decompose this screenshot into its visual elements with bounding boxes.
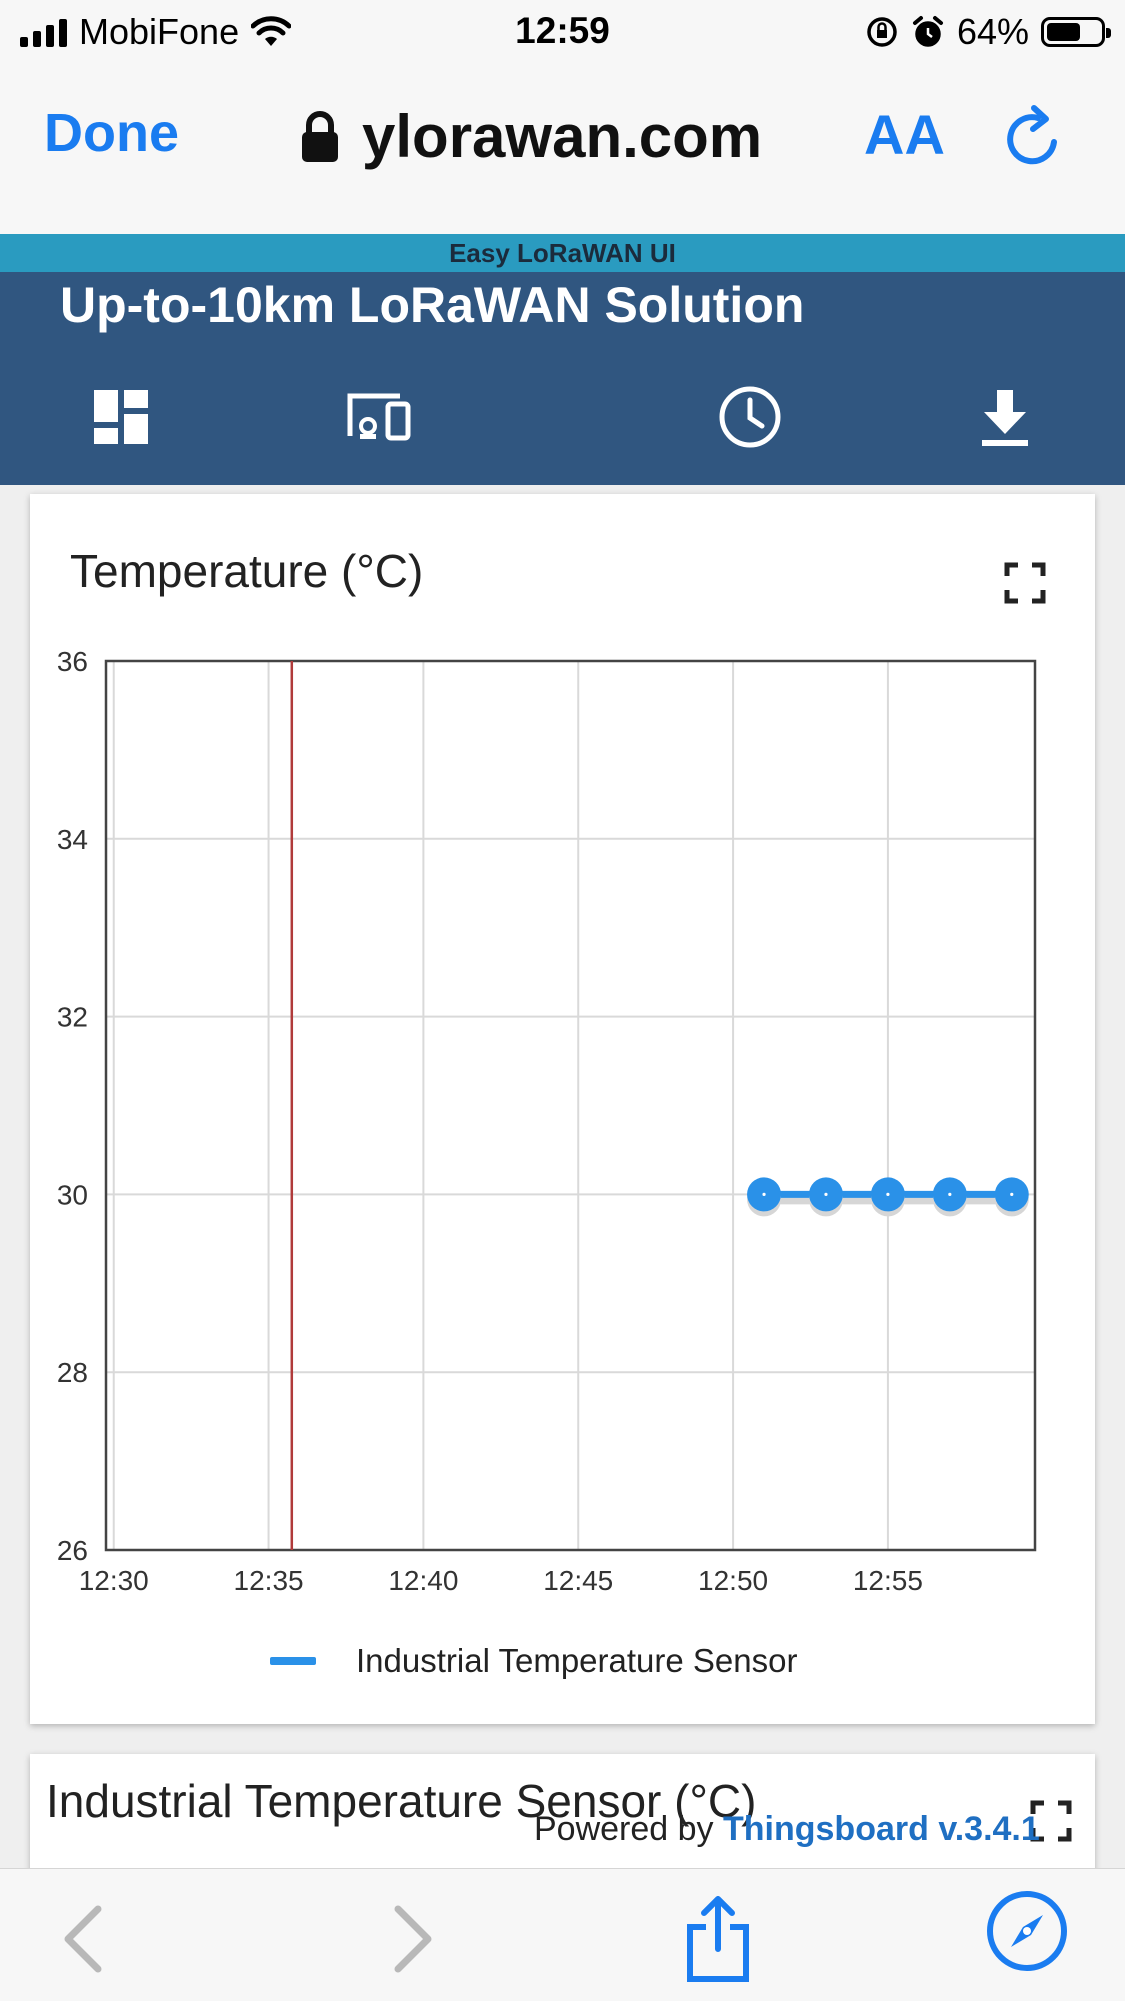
powered-by: Powered by Thingsboard v.3.4.1 — [534, 1810, 1040, 1849]
y-tick-label: 28 — [57, 1357, 88, 1388]
status-left: MobiFone — [20, 10, 292, 54]
address-bar[interactable]: ylorawan.com — [300, 102, 762, 171]
app-name-strip: Easy LoRaWAN UI — [0, 234, 1125, 272]
y-tick-label: 32 — [57, 1002, 88, 1033]
carrier-name: MobiFone — [79, 11, 240, 52]
orientation-lock-icon — [867, 17, 897, 47]
browser-bar: Done ylorawan.com AA — [0, 62, 1125, 234]
reload-icon[interactable] — [998, 104, 1068, 174]
temperature-chart: 12:30 12:35 12:40 12:45 12:50 12:55 26 28 30 32 34… — [57, 646, 1037, 1596]
widget-title: Temperature (°C) — [70, 545, 424, 597]
dashboard-header: Up-to-10km LoRaWAN Solution — [0, 272, 1125, 485]
thingsboard-link[interactable]: Thingsboard v.3.4.1 — [723, 1810, 1040, 1848]
devices-icon[interactable] — [344, 382, 414, 452]
y-tick-label: 36 — [57, 646, 88, 677]
share-icon[interactable] — [676, 1893, 760, 1983]
x-tick-label: 12:55 — [853, 1565, 923, 1596]
fullscreen-icon-2[interactable] — [1030, 1800, 1072, 1842]
dashboard-title: Up-to-10km LoRaWAN Solution — [60, 277, 805, 333]
data-point-center — [948, 1192, 952, 1196]
y-tick-label: 34 — [57, 824, 88, 855]
data-point-center — [762, 1192, 766, 1196]
compass-icon[interactable] — [985, 1889, 1069, 1973]
wifi-icon — [251, 16, 292, 46]
clock-icon[interactable] — [715, 382, 785, 452]
battery-percent: 64% — [956, 11, 1029, 52]
status-bar: MobiFone 12:59 64% — [0, 0, 1125, 62]
lock-icon — [302, 110, 338, 162]
url-text: ylorawan.com — [362, 103, 763, 170]
y-tick-label: 30 — [57, 1179, 88, 1210]
alarm-icon — [912, 16, 943, 47]
battery-icon — [1041, 17, 1111, 47]
temperature-widget: Temperature (°C) 12:30 12:35 12:40 12:45 12:… — [30, 494, 1095, 1724]
clock-time: 12:59 — [515, 10, 610, 51]
chart-legend[interactable]: Industrial Temperature Sensor — [270, 1642, 797, 1680]
x-tick-label: 12:35 — [234, 1565, 304, 1596]
data-point-center — [886, 1192, 890, 1196]
x-tick-label: 12:45 — [543, 1565, 613, 1596]
data-point-center — [1010, 1192, 1014, 1196]
powered-by-text: Powered by — [534, 1810, 714, 1848]
fullscreen-icon[interactable] — [1004, 562, 1046, 604]
back-icon[interactable] — [46, 1899, 126, 1979]
browser-toolbar — [0, 1868, 1125, 2001]
sensor-widget-title: Industrial Temperature Sensor (°C) — [46, 1775, 757, 1827]
done-button[interactable]: Done — [44, 103, 179, 163]
text-size-button[interactable]: AA — [864, 102, 945, 167]
download-icon[interactable] — [970, 382, 1040, 452]
plot-border — [104, 659, 1037, 1552]
forward-icon[interactable] — [370, 1899, 450, 1979]
data-point-center — [824, 1192, 828, 1196]
x-tick-label: 12:50 — [698, 1565, 768, 1596]
status-right: 64% — [865, 10, 1111, 54]
legend-swatch — [270, 1657, 316, 1665]
signal-icon — [20, 17, 67, 47]
legend-label: Industrial Temperature Sensor — [356, 1642, 798, 1679]
x-tick-label: 12:40 — [388, 1565, 458, 1596]
dashboards-icon[interactable] — [86, 382, 156, 452]
y-tick-label: 26 — [57, 1535, 88, 1566]
x-tick-label: 12:30 — [79, 1565, 149, 1596]
text-size-label: AA — [864, 103, 945, 166]
